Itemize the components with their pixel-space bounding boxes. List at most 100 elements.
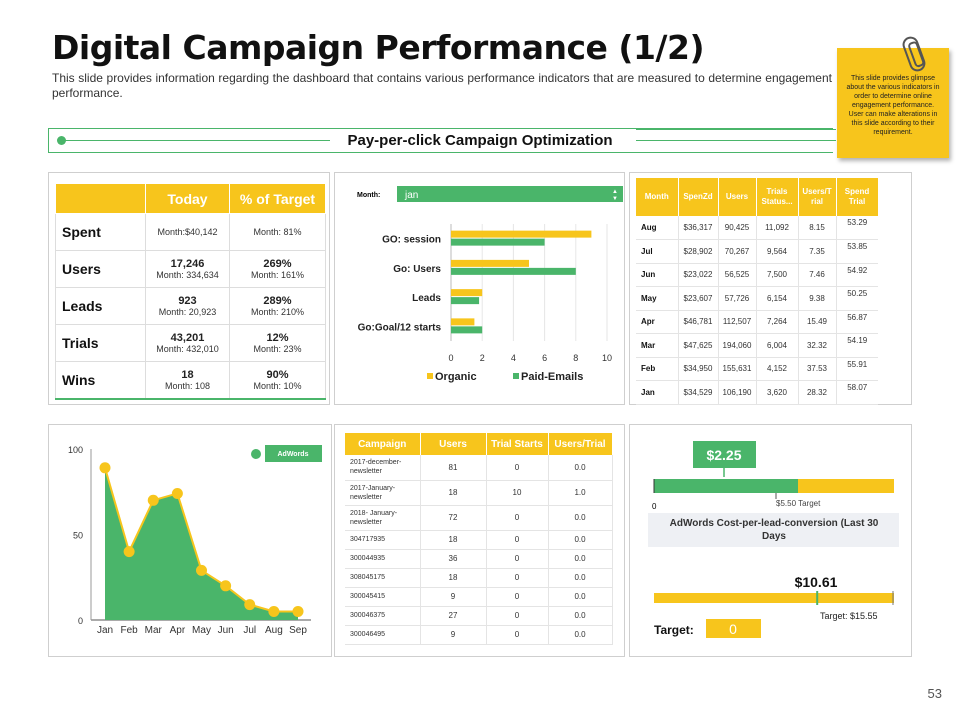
campaign-cell: 0 bbox=[486, 587, 549, 607]
y-category-label: Go: Users bbox=[393, 264, 441, 275]
monthly-cell: 7,264 bbox=[756, 310, 799, 334]
monthly-header: Users/T rial bbox=[798, 178, 837, 216]
monthly-cell: Jul bbox=[636, 239, 679, 264]
monthly-cell: 70,267 bbox=[718, 239, 757, 264]
monthly-row: Mar $47,625 194,060 6,004 32.32 54.19 bbox=[636, 333, 878, 358]
sticky-note: This slide provides glimpse about the va… bbox=[837, 48, 949, 158]
banner-frame bbox=[48, 128, 836, 153]
monthly-cell: 50.25 bbox=[836, 286, 878, 311]
monthly-cell: $34,529 bbox=[678, 380, 719, 405]
monthly-cell: 37.53 bbox=[798, 357, 837, 381]
x-tick-label: Apr bbox=[170, 625, 186, 636]
area-fill bbox=[105, 467, 298, 620]
kpi-today-cell: 923 Month: 20,923 bbox=[145, 287, 230, 325]
campaign-row: 300045415 9 0 0.0 bbox=[345, 587, 613, 607]
monthly-row: May $23,607 57,726 6,154 9.38 50.25 bbox=[636, 286, 878, 311]
campaign-cell: 0.0 bbox=[548, 606, 613, 626]
kpi-target-cell: 12% Month: 23% bbox=[229, 324, 326, 362]
campaign-row: 308045175 18 0 0.0 bbox=[345, 568, 613, 588]
campaign-cell: 300045415 bbox=[345, 587, 421, 607]
page-subtitle: This slide provides information regardin… bbox=[52, 71, 832, 100]
kpi-panel: Today % of Target Spent Month:$40,142 Mont… bbox=[48, 172, 330, 405]
monthly-cell: 54.19 bbox=[836, 333, 878, 358]
legend-dot-icon bbox=[251, 449, 261, 459]
monthly-cell: 53.85 bbox=[836, 239, 878, 264]
kpi-row-label: Spent bbox=[55, 213, 146, 251]
legend-label: Paid-Emails bbox=[521, 371, 583, 383]
x-tick-label: 2 bbox=[480, 353, 485, 363]
cpl-bar-yellow bbox=[798, 479, 894, 493]
section-banner: Pay-per-click Campaign Optimization bbox=[330, 132, 630, 149]
legend-badge bbox=[265, 445, 322, 462]
bar-chart: Month: jan ▲ ▼ GO: session Go: Users Leads… bbox=[357, 186, 623, 383]
campaign-cell: 9 bbox=[420, 587, 487, 607]
campaign-cell: 0.0 bbox=[548, 530, 613, 550]
campaign-header: Users/Trial bbox=[548, 433, 613, 455]
campaign-cell: 72 bbox=[420, 505, 487, 531]
campaign-header: Campaign bbox=[345, 433, 421, 455]
x-tick-label: 8 bbox=[573, 353, 578, 363]
campaign-row: 300046375 27 0 0.0 bbox=[345, 606, 613, 626]
campaign-cell: 0.0 bbox=[548, 625, 613, 645]
campaign-cell: 0.0 bbox=[548, 455, 613, 481]
data-point bbox=[268, 605, 280, 617]
target-input[interactable] bbox=[706, 619, 761, 638]
campaign-row: 2017-december-newsletter 81 0 0.0 bbox=[345, 455, 613, 481]
monthly-cell: 9.38 bbox=[798, 286, 837, 311]
bar-paid-emails bbox=[451, 238, 545, 246]
bar-paid-emails bbox=[451, 267, 576, 275]
kpi-today-cell: 17,246 Month: 334,634 bbox=[145, 250, 230, 288]
bar-organic bbox=[451, 289, 483, 297]
cpl-bar-green bbox=[654, 479, 798, 493]
monthly-cell: $28,902 bbox=[678, 239, 719, 264]
campaign-cell: 2018- January-newsletter bbox=[345, 505, 421, 531]
kpi-row: Leads 923 Month: 20,923 289% Month: 210% bbox=[55, 287, 326, 325]
campaign-cell: 0.0 bbox=[548, 587, 613, 607]
campaign-cell: 1.0 bbox=[548, 480, 613, 506]
kpi-target-cell: Month: 81% bbox=[229, 213, 326, 251]
y-tick-label: 100 bbox=[68, 445, 83, 455]
data-point bbox=[196, 564, 207, 576]
kpi-row-label: Wins bbox=[55, 361, 146, 400]
campaign-cell: 300046375 bbox=[345, 606, 421, 626]
monthly-cell: 155,631 bbox=[718, 357, 757, 381]
cpl-value-badge bbox=[693, 441, 756, 468]
monthly-table: Month SpenZd Users Trials Status... Users/T … bbox=[636, 178, 879, 405]
kpi-table: Today % of Target Spent Month:$40,142 Mont… bbox=[55, 183, 326, 400]
x-tick-label: Mar bbox=[145, 625, 163, 636]
bar-paid-emails bbox=[451, 326, 483, 334]
monthly-header: Users bbox=[718, 178, 757, 216]
bar-chart-panel: Month: jan ▲ ▼ GO: session Go: Users Leads… bbox=[334, 172, 625, 405]
monthly-cell: $23,022 bbox=[678, 263, 719, 287]
y-tick-label: 0 bbox=[78, 616, 83, 626]
cpl-zero-label: 0 bbox=[652, 502, 657, 511]
monthly-cell: 4,152 bbox=[756, 357, 799, 381]
page-number: 53 bbox=[927, 686, 942, 701]
target-input-value: 0 bbox=[729, 621, 737, 637]
kpi-target-cell: 289% Month: 210% bbox=[229, 287, 326, 325]
monthly-cell: 194,060 bbox=[718, 333, 757, 358]
kpi-target-cell: 269% Month: 161% bbox=[229, 250, 326, 288]
monthly-cell: 56.87 bbox=[836, 310, 878, 334]
y-tick-label: 50 bbox=[73, 531, 83, 541]
campaign-table: Campaign Users Trial Starts Users/Trial 201… bbox=[345, 433, 613, 645]
monthly-cell: 53.29 bbox=[836, 216, 878, 240]
monthly-cell: $23,607 bbox=[678, 286, 719, 311]
gauge-panel: $2.25 0 $5.50 Target AdWords Cost-per-le… bbox=[629, 424, 912, 657]
kpi-row-label: Users bbox=[55, 250, 146, 288]
campaign-cell: 18 bbox=[420, 568, 487, 588]
data-point bbox=[147, 494, 159, 506]
kpi-row: Wins 18 Month: 108 90% Month: 10% bbox=[55, 361, 326, 400]
campaign-cell: 2017-January-newsletter bbox=[345, 480, 421, 506]
monthly-row: Aug $36,317 90,425 11,092 8.15 53.29 bbox=[636, 216, 878, 240]
data-point bbox=[292, 605, 304, 617]
x-tick-label: Jul bbox=[243, 625, 256, 636]
month-select[interactable] bbox=[397, 186, 623, 202]
x-tick-label: 4 bbox=[511, 353, 516, 363]
data-point bbox=[220, 580, 232, 592]
monthly-cell: 7.46 bbox=[798, 263, 837, 287]
campaign-cell: 0 bbox=[486, 505, 549, 531]
data-point bbox=[123, 546, 135, 558]
y-category-label: Leads bbox=[412, 293, 441, 304]
monthly-header: SpenZd bbox=[678, 178, 719, 216]
